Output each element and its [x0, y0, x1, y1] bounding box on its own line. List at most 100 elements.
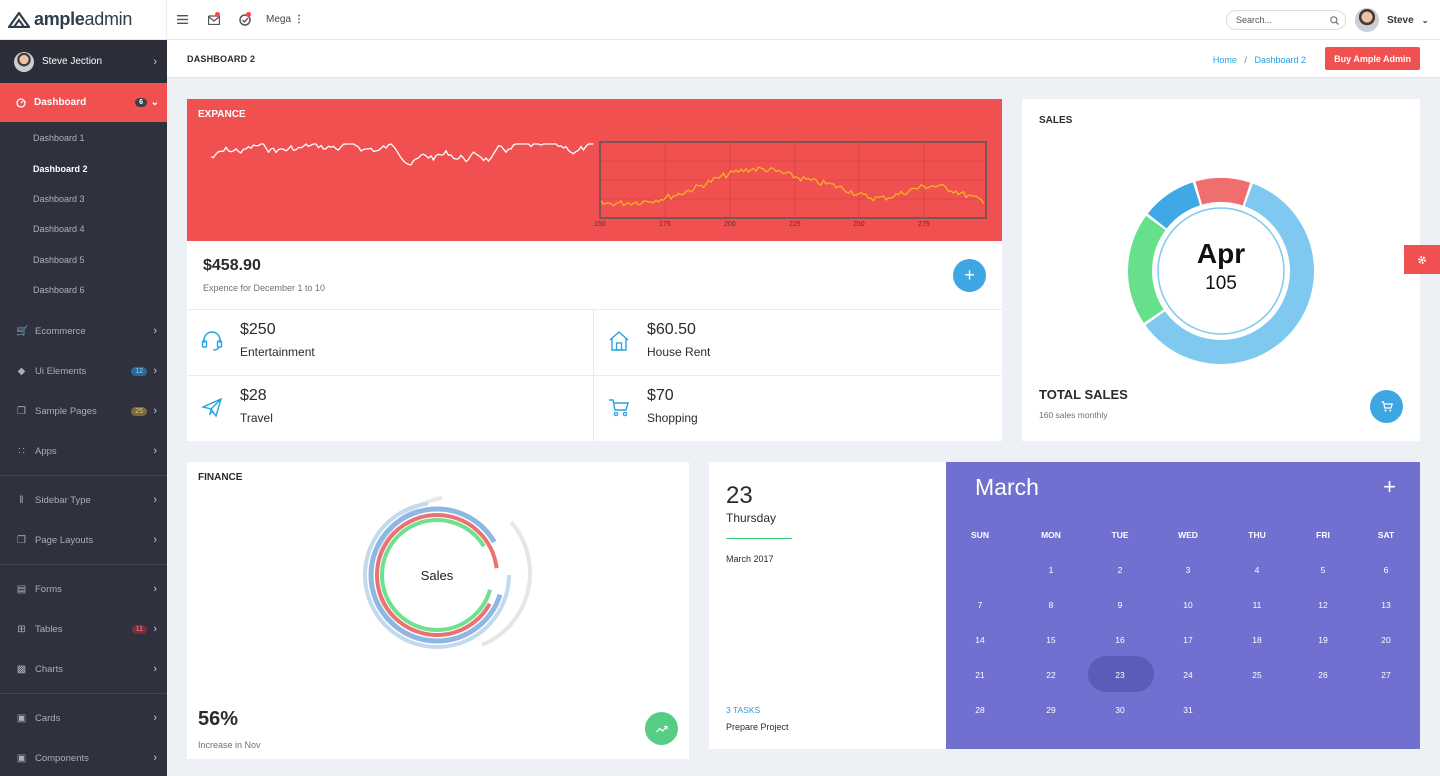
sidebar-item-dashboard[interactable]: Dashboard 6 ⌄: [0, 83, 167, 122]
calendar-day-today[interactable]: 23: [1115, 670, 1125, 680]
tasks-icon[interactable]: [229, 0, 260, 40]
calendar-day[interactable]: 21: [975, 670, 985, 680]
calendar-day[interactable]: 15: [1046, 635, 1056, 645]
calendar-day[interactable]: 2: [1117, 565, 1123, 575]
add-event-button[interactable]: +: [1383, 474, 1396, 500]
calendar-day[interactable]: 27: [1381, 670, 1391, 680]
calendar-day[interactable]: 10: [1183, 600, 1193, 610]
expense-value: $60.50: [647, 321, 696, 338]
buy-button[interactable]: Buy Ample Admin: [1325, 47, 1420, 70]
sidebar-item-sample-pages[interactable]: ❐ Sample Pages 25 ›: [0, 391, 167, 431]
sidebar-item-sidebar-type[interactable]: ‖ Sidebar Type ›: [0, 480, 167, 520]
expense-value: $250: [240, 321, 276, 338]
expense-chart-area: EXPANCE 150 175 200 225 250 275: [187, 99, 1002, 241]
calendar-day[interactable]: 13: [1381, 600, 1391, 610]
sidebar-item-label: Tables: [35, 623, 63, 635]
calendar-day[interactable]: 14: [975, 635, 985, 645]
calendar-day[interactable]: 30: [1115, 705, 1125, 715]
sidebar-item-label: Sample Pages: [35, 405, 97, 417]
sidebar-item-ui-elements[interactable]: ◆ Ui Elements 12 ›: [0, 351, 167, 391]
calendar-day[interactable]: 28: [975, 705, 985, 715]
sidebar-item-tables[interactable]: ⊞ Tables 11 ›: [0, 609, 167, 649]
logo-text: ampleadmin: [34, 9, 133, 29]
avatar: [14, 51, 34, 72]
search-icon[interactable]: [1330, 15, 1339, 25]
finance-card: FINANCE Sales 56% Increase in Nov: [187, 462, 689, 759]
sidebar-subitem-dashboard-1[interactable]: Dashboard 1: [33, 133, 85, 144]
calendar-day[interactable]: 31: [1183, 705, 1193, 715]
calendar-day[interactable]: 7: [977, 600, 983, 610]
settings-button[interactable]: [1404, 245, 1440, 274]
sidebar-item-charts[interactable]: ▩ Charts ›: [0, 649, 167, 689]
mega-label: Mega: [266, 14, 292, 25]
count-badge: 25: [131, 406, 147, 416]
count-badge: 6: [135, 98, 147, 107]
user-menu[interactable]: Steve ⌄: [1355, 8, 1428, 32]
x-tick-label: 175: [659, 221, 671, 228]
calendar-day[interactable]: 9: [1117, 600, 1123, 610]
calendar-card: 23 Thursday March 2017 3 TASKS Prepare P…: [709, 462, 1420, 749]
sidebar-item-components[interactable]: ▣ Components ›: [0, 738, 167, 776]
expense-item: $60.50 House Rent: [594, 310, 1001, 376]
calendar-day[interactable]: 12: [1318, 600, 1328, 610]
sidebar-item-page-layouts[interactable]: ❐ Page Layouts ›: [0, 520, 167, 560]
plus-icon: +: [964, 265, 975, 285]
calendar-day[interactable]: 3: [1185, 565, 1191, 575]
calendar-day[interactable]: 25: [1252, 670, 1262, 680]
expense-breakdown: $250 Entertainment $60.50 House Rent $28…: [187, 309, 1002, 442]
chevron-right-icon: ›: [153, 494, 157, 507]
task-item[interactable]: Prepare Project: [726, 722, 789, 732]
sidebar-item-apps[interactable]: ∷ Apps ›: [0, 431, 167, 471]
calendar-day[interactable]: 16: [1115, 635, 1125, 645]
trending-up-icon: [655, 725, 668, 732]
calendar-day[interactable]: 17: [1183, 635, 1193, 645]
calendar-day[interactable]: 29: [1046, 705, 1056, 715]
calendar-day[interactable]: 19: [1318, 635, 1328, 645]
add-expense-button[interactable]: +: [953, 259, 986, 292]
calendar-day[interactable]: 24: [1183, 670, 1193, 680]
sales-card: SALES Apr 105 TOTAL SALES 160 sales mont…: [1022, 99, 1420, 441]
donut-slice: [1195, 178, 1251, 206]
calendar-day[interactable]: 18: [1252, 635, 1262, 645]
chevron-right-icon: ›: [153, 405, 157, 418]
calendar-day[interactable]: 1: [1048, 565, 1054, 575]
messages-icon[interactable]: [198, 0, 229, 40]
breadcrumb-current[interactable]: Dashboard 2: [1254, 55, 1306, 65]
mega-menu[interactable]: Mega ⋮: [266, 14, 304, 25]
sidebar-subitem-dashboard-3[interactable]: Dashboard 3: [33, 193, 85, 204]
calendar-day[interactable]: 8: [1048, 600, 1054, 610]
sidebar: Steve Jection › Dashboard 6 ⌄ Dashboard …: [0, 40, 167, 776]
sidebar-item-label: Page Layouts: [35, 534, 94, 546]
sidebar-item-ecommerce[interactable]: 🛒 Ecommerce ›: [0, 311, 167, 351]
sidebar-item-cards[interactable]: ▣ Cards ›: [0, 698, 167, 738]
menu-toggle-icon[interactable]: [167, 0, 198, 40]
sidebar-subitem-dashboard-5[interactable]: Dashboard 5: [33, 254, 85, 265]
breadcrumb-separator: /: [1244, 55, 1247, 65]
calendar-day[interactable]: 22: [1046, 670, 1056, 680]
calendar-day[interactable]: 6: [1383, 565, 1389, 575]
calendar-day[interactable]: 4: [1254, 565, 1260, 575]
calendar-day[interactable]: 5: [1320, 565, 1326, 575]
calendar-day[interactable]: 26: [1318, 670, 1328, 680]
page-header: DASHBOARD 2 Home / Dashboard 2 Buy Ample…: [167, 40, 1440, 78]
calendar-month-title: March: [975, 474, 1039, 500]
cart-button[interactable]: [1370, 390, 1403, 423]
finance-subtitle: Increase in Nov: [198, 740, 261, 750]
calendar-day[interactable]: 11: [1252, 600, 1262, 610]
breadcrumb-home[interactable]: Home: [1212, 55, 1237, 65]
chevron-right-icon: ›: [153, 55, 157, 68]
expense-amount: $458.90: [203, 257, 261, 274]
chevron-down-icon: ⌄: [150, 97, 159, 108]
sidebar-subitem-dashboard-4[interactable]: Dashboard 4: [33, 224, 85, 235]
sidebar-subitem-dashboard-2[interactable]: Dashboard 2: [33, 163, 88, 174]
sidebar-profile[interactable]: Steve Jection ›: [0, 40, 167, 83]
search-box: [1226, 10, 1346, 30]
sales-donut-chart: Apr 105: [1128, 178, 1315, 365]
logo[interactable]: ampleadmin: [0, 0, 167, 40]
sidebar-subitem-dashboard-6[interactable]: Dashboard 6: [33, 285, 85, 296]
sidebar-item-forms[interactable]: ▤ Forms ›: [0, 569, 167, 609]
calendar-day[interactable]: 20: [1381, 635, 1391, 645]
search-input[interactable]: [1236, 15, 1326, 25]
expense-value: $70: [647, 387, 674, 404]
trend-button[interactable]: [645, 712, 678, 745]
